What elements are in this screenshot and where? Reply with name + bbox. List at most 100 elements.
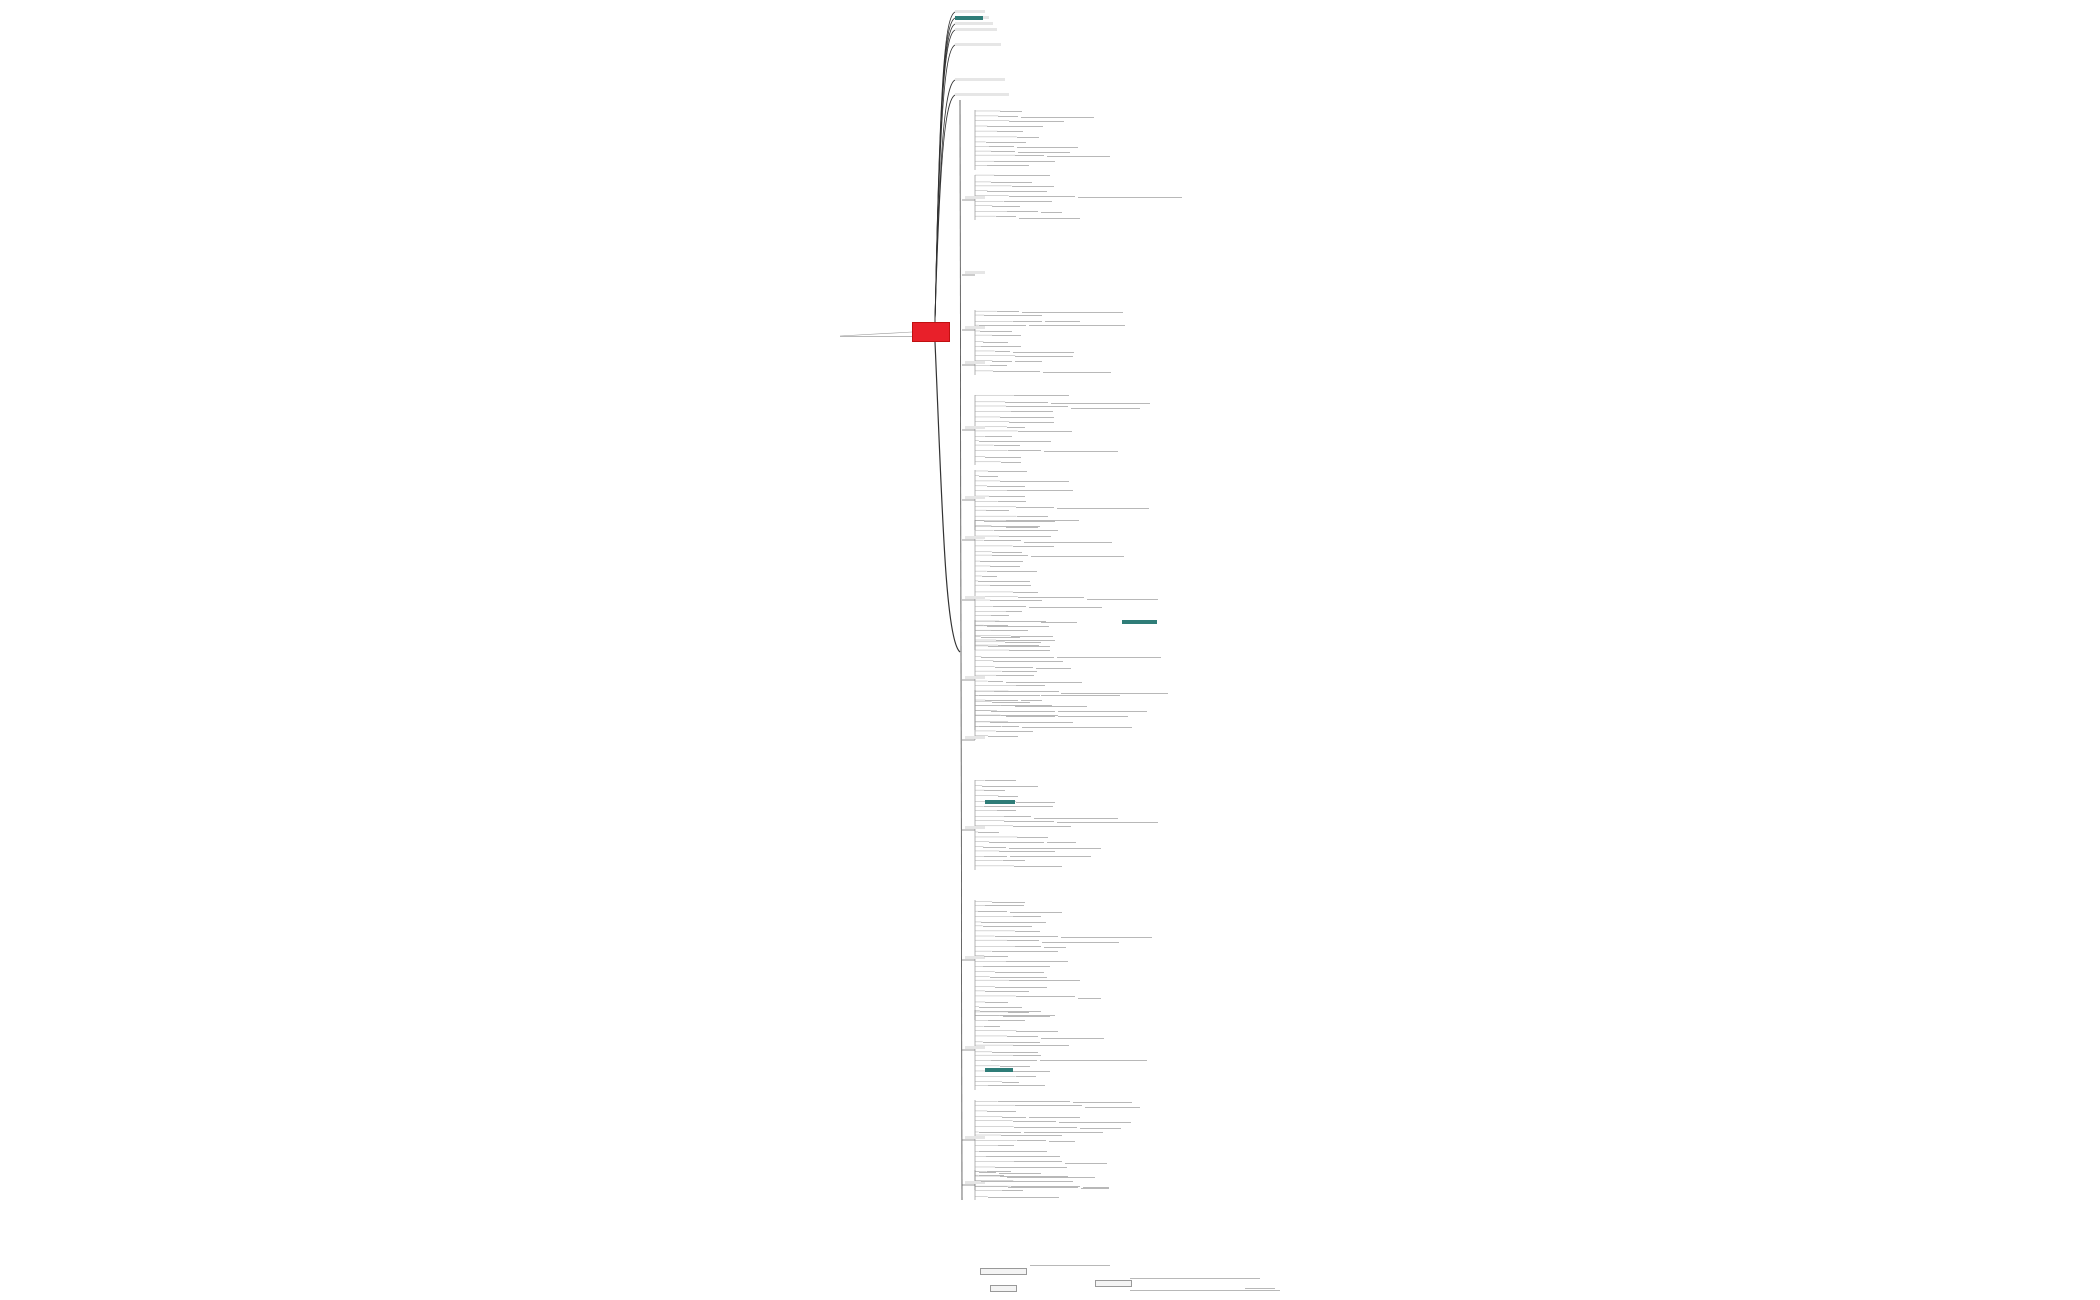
leaf-node[interactable] (992, 335, 1022, 337)
leaf-node[interactable] (997, 1101, 1070, 1103)
leaf-node[interactable] (983, 806, 1054, 808)
leaf-node[interactable] (1030, 556, 1125, 558)
leaf-node[interactable] (986, 625, 1049, 627)
leaf-node[interactable] (981, 1180, 1022, 1182)
leaf-node[interactable] (997, 131, 1024, 133)
leaf-node[interactable] (1016, 1140, 1046, 1142)
leaf-node[interactable] (987, 125, 1043, 127)
leaf-node[interactable] (1008, 691, 1059, 692)
leaf-node[interactable] (1017, 836, 1049, 838)
leaf-node[interactable] (984, 436, 1012, 438)
leaf-node[interactable] (1002, 1116, 1026, 1118)
leaf-node[interactable] (1017, 146, 1078, 148)
leaf-node[interactable] (1086, 598, 1158, 600)
branch-node[interactable] (965, 1046, 985, 1049)
leaf-node[interactable] (999, 1015, 1056, 1017)
leaf-node[interactable] (986, 1156, 1061, 1158)
leaf-node[interactable] (984, 780, 1017, 782)
leaf-node[interactable] (1014, 930, 1040, 932)
branch-node[interactable] (955, 93, 1009, 96)
branch-node[interactable] (965, 956, 985, 959)
leaf-node[interactable] (1016, 136, 1040, 138)
leaf-node[interactable] (991, 615, 1010, 617)
leaf-node[interactable] (990, 600, 1043, 602)
leaf-node[interactable] (1015, 946, 1042, 948)
leaf-node[interactable] (998, 795, 1019, 797)
leaf-node[interactable] (978, 1006, 1023, 1008)
leaf-node[interactable] (1000, 110, 1023, 112)
leaf-node[interactable] (1017, 430, 1073, 432)
leaf-node[interactable] (1007, 490, 1074, 492)
leaf-node[interactable] (991, 701, 1030, 703)
leaf-node[interactable] (995, 216, 1016, 218)
branch-node[interactable] (965, 426, 985, 429)
branch-node[interactable] (955, 10, 985, 13)
leaf-node[interactable] (987, 190, 1048, 192)
leaf-node[interactable] (997, 501, 1027, 503)
leaf-node[interactable] (981, 921, 1046, 923)
leaf-node[interactable] (1016, 1030, 1058, 1032)
leaf-node[interactable] (1064, 1162, 1108, 1164)
leaf-node[interactable] (999, 850, 1056, 852)
leaf-node[interactable] (1008, 1011, 1029, 1013)
leaf-node[interactable] (1040, 622, 1071, 624)
leaf-node[interactable] (1035, 668, 1071, 670)
leaf-node[interactable] (1006, 961, 1068, 963)
leaf-node[interactable] (983, 1026, 1001, 1028)
leaf-node[interactable] (1015, 355, 1074, 357)
floating-note-box[interactable] (980, 1268, 1027, 1275)
leaf-node[interactable] (1022, 726, 1132, 728)
leaf-node[interactable] (1012, 825, 1072, 827)
leaf-node[interactable] (1007, 211, 1039, 213)
leaf-node[interactable] (978, 1151, 1048, 1153)
leaf-node[interactable] (1082, 1187, 1110, 1189)
leaf-node[interactable] (992, 606, 1026, 608)
leaf-node[interactable] (978, 1131, 1022, 1133)
leaf-node[interactable] (1072, 1101, 1132, 1103)
leaf-node[interactable] (1007, 450, 1041, 452)
leaf-node[interactable] (1013, 395, 1069, 397)
leaf-node[interactable] (985, 695, 1041, 697)
branch-node[interactable] (965, 496, 985, 499)
leaf-node[interactable] (993, 660, 1063, 662)
leaf-node[interactable] (988, 645, 1050, 647)
highlighted-node[interactable] (1122, 620, 1157, 624)
leaf-node[interactable] (1000, 480, 1070, 482)
leaf-node[interactable] (991, 630, 1013, 632)
leaf-node[interactable] (1002, 860, 1025, 862)
leaf-node[interactable] (992, 205, 1021, 207)
leaf-node[interactable] (1013, 1126, 1077, 1128)
branch-node[interactable] (965, 676, 985, 679)
leaf-node[interactable] (1006, 1176, 1095, 1178)
leaf-node[interactable] (1004, 1070, 1051, 1072)
branch-node[interactable] (965, 596, 985, 599)
leaf-node[interactable] (990, 181, 1033, 183)
leaf-node[interactable] (985, 456, 1021, 458)
leaf-node[interactable] (983, 341, 1009, 343)
leaf-node[interactable] (985, 700, 1018, 702)
leaf-node[interactable] (1024, 1132, 1104, 1134)
leaf-node[interactable] (1008, 848, 1102, 850)
leaf-node[interactable] (1001, 1190, 1024, 1192)
leaf-node[interactable] (998, 115, 1018, 117)
leaf-node[interactable] (989, 841, 1044, 843)
leaf-node[interactable] (984, 315, 1042, 317)
leaf-node[interactable] (989, 976, 1047, 978)
leaf-node[interactable] (994, 936, 1058, 938)
leaf-node[interactable] (1009, 911, 1062, 913)
leaf-node[interactable] (995, 675, 1034, 677)
leaf-node[interactable] (997, 810, 1017, 812)
floating-note-text[interactable] (1130, 1290, 1280, 1291)
leaf-node[interactable] (988, 1085, 1045, 1087)
leaf-node[interactable] (1012, 1120, 1057, 1122)
leaf-node[interactable] (1001, 671, 1038, 673)
leaf-node[interactable] (986, 510, 1010, 512)
leaf-node[interactable] (1002, 1081, 1019, 1083)
leaf-node[interactable] (986, 571, 1037, 573)
leaf-node[interactable] (985, 1001, 1008, 1003)
leaf-node[interactable] (1019, 217, 1081, 219)
leaf-node[interactable] (1009, 980, 1080, 982)
leaf-node[interactable] (1007, 630, 1029, 632)
branch-node[interactable] (965, 536, 985, 539)
leaf-node[interactable] (1047, 841, 1076, 843)
